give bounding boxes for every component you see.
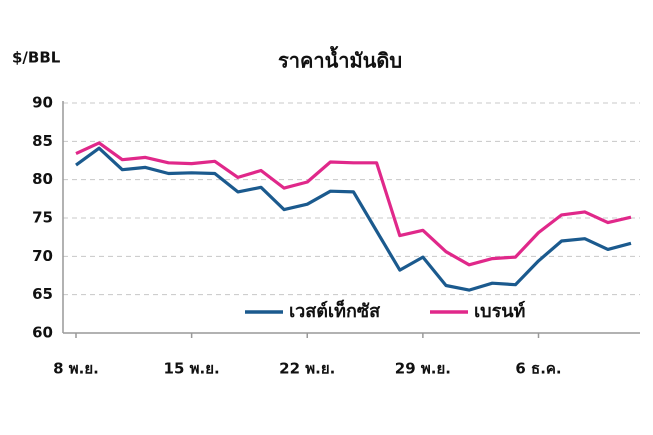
y-tick-label: 90	[32, 94, 53, 112]
x-tick-label: 8 พ.ย.	[53, 360, 99, 378]
y-tick-label: 65	[32, 285, 53, 303]
y-tick-label: 75	[32, 209, 53, 227]
y-axis-label: $/BBL	[12, 49, 61, 67]
x-tick-label: 15 พ.ย.	[164, 360, 220, 378]
x-tick-label: 6 ธ.ค.	[515, 360, 561, 378]
y-tick-label: 60	[32, 324, 53, 342]
y-tick-label: 80	[32, 170, 53, 188]
line-series	[75, 146, 632, 292]
y-tick-label: 85	[32, 132, 53, 150]
legend-label: เวสต์เท็กซัส	[289, 299, 381, 322]
x-tick-label: 29 พ.ย.	[395, 360, 451, 378]
legend-label: เบรนท์	[474, 300, 525, 322]
chart-title: ราคาน้ำมันดิบ	[278, 46, 402, 73]
x-tick-label: 22 พ.ย.	[279, 360, 335, 378]
line-series	[75, 141, 632, 267]
y-tick-label: 70	[32, 247, 53, 265]
